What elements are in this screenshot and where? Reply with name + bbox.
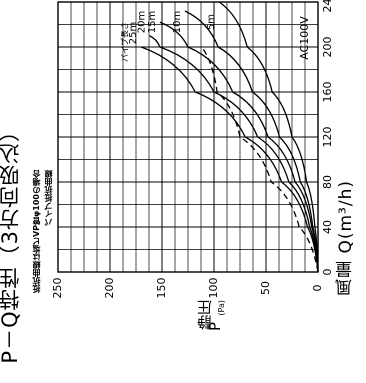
series-label: 10m bbox=[172, 11, 183, 33]
y-tick-label: 150 bbox=[155, 278, 168, 299]
x-tick-label: 200 bbox=[321, 37, 334, 58]
y-tick-label: 250 bbox=[51, 278, 64, 299]
resistance-note: 抵抗曲線は塩ビVP管φ100の場合 bbox=[33, 170, 41, 293]
y-tick-label: 0 bbox=[311, 285, 324, 292]
pq-curve bbox=[160, 22, 318, 272]
x-tick-label: 0 bbox=[321, 269, 334, 276]
x-tick-label: 240 bbox=[321, 0, 334, 13]
x-tick-label: 80 bbox=[321, 175, 334, 189]
series-label: 5m bbox=[206, 14, 217, 30]
chart-subtitle: AC100V bbox=[298, 16, 311, 60]
y-axis-symbol: P bbox=[208, 322, 223, 331]
y-axis-unit: (Pa) bbox=[218, 300, 226, 316]
x-axis-label: 風量 Q(m³/h) bbox=[338, 180, 355, 296]
x-tick-label: 120 bbox=[321, 127, 334, 148]
x-tick-label: 160 bbox=[321, 82, 334, 103]
series-label: 15m bbox=[147, 11, 158, 33]
y-tick-label: 50 bbox=[259, 281, 272, 295]
chart-title: P－Q特性（3方向吸込） bbox=[0, 120, 21, 364]
pipe-resistance-curve-label: パイプ抵抗曲線 bbox=[45, 170, 53, 226]
y-tick-label: 100 bbox=[207, 278, 220, 299]
series-label: 20m bbox=[137, 11, 148, 33]
y-tick-label: 200 bbox=[103, 278, 116, 299]
x-tick-label: 40 bbox=[321, 220, 334, 234]
